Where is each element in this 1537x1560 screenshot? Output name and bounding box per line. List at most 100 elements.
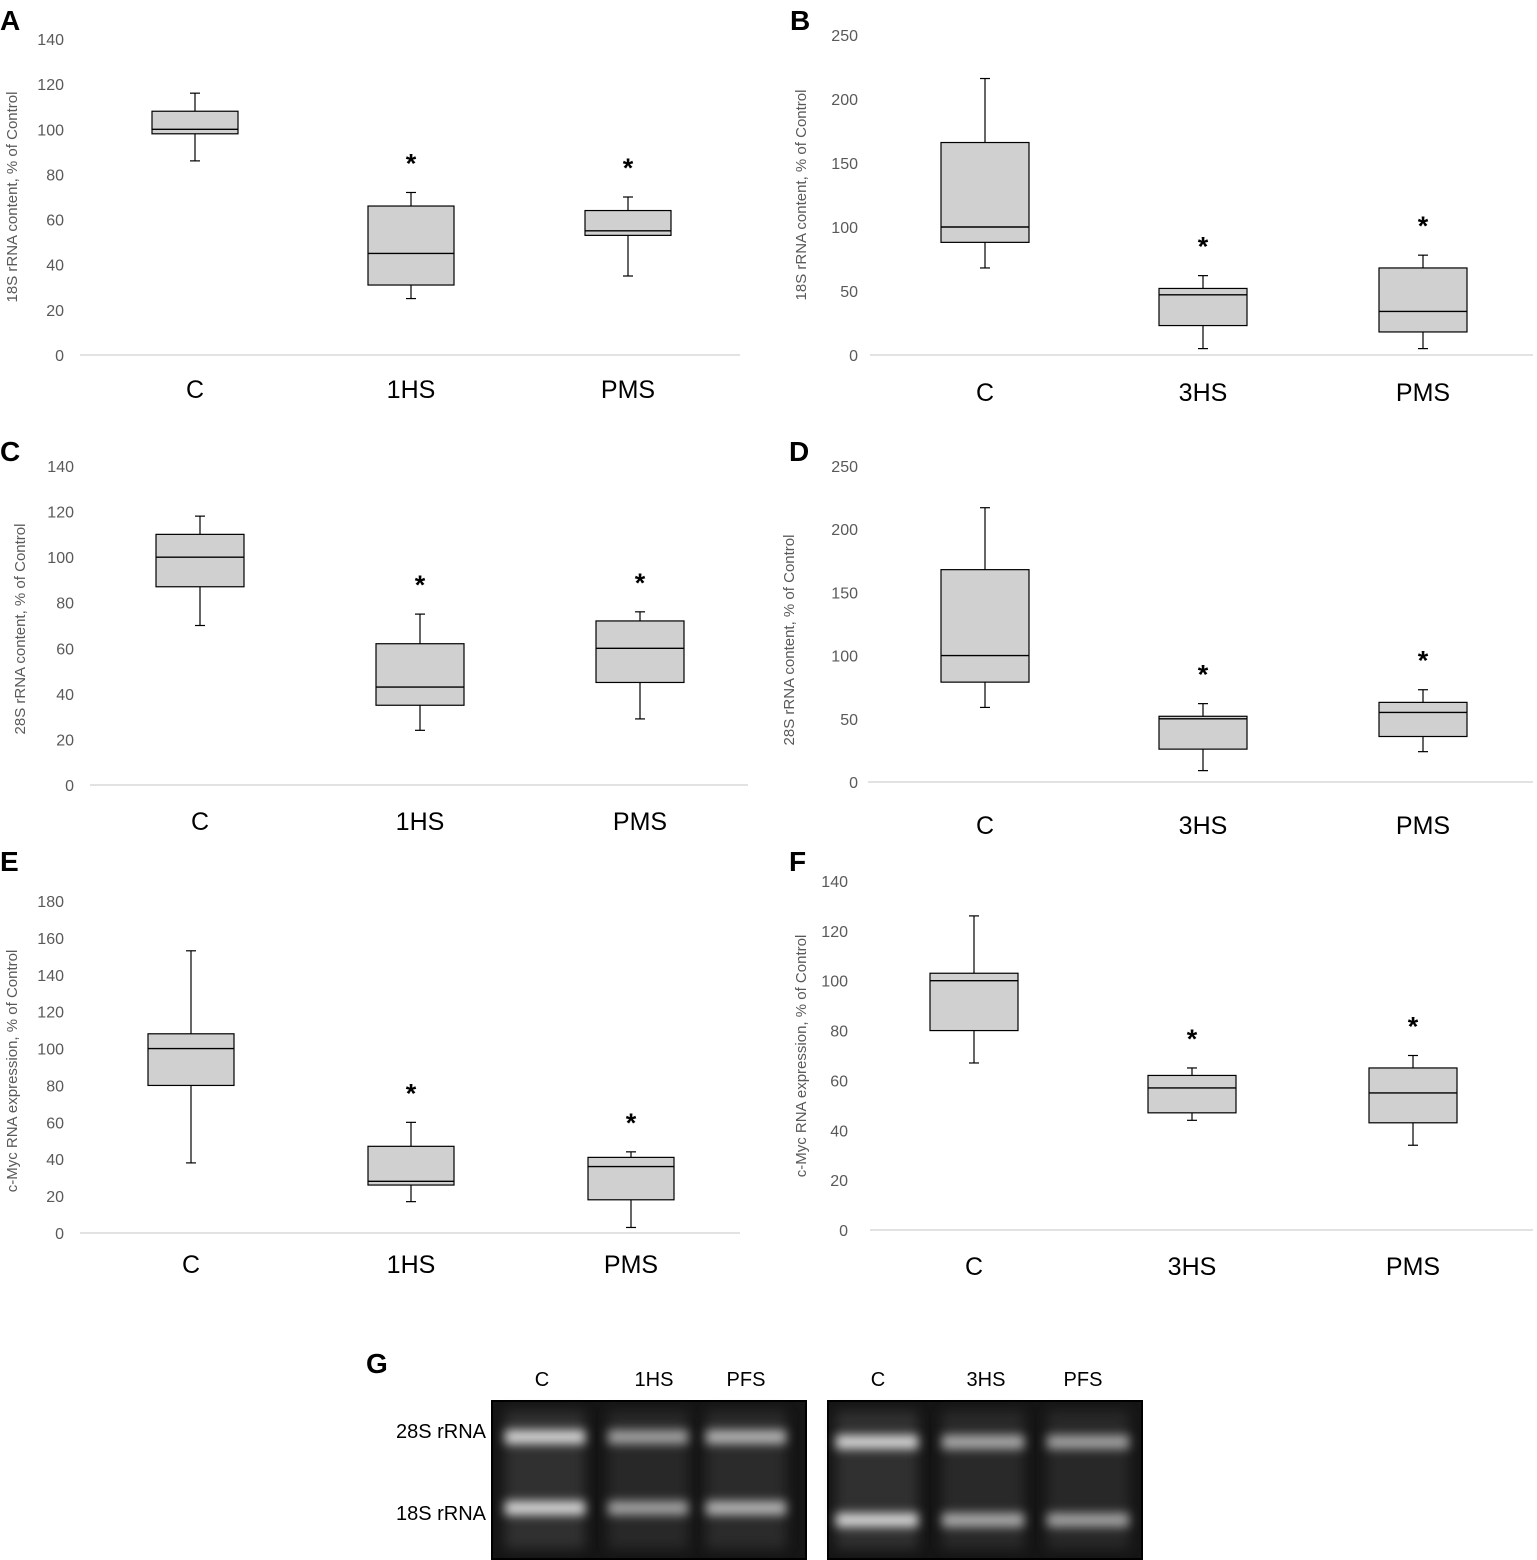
box-1 <box>929 915 1019 1064</box>
y-axis-label: 18S rRNA content, % of Control <box>4 92 21 303</box>
category-label: C <box>976 379 994 407</box>
y-tick-label: 50 <box>840 284 858 301</box>
significance-star: * <box>406 148 417 178</box>
y-tick-label: 40 <box>56 687 74 704</box>
y-tick-label: 120 <box>37 1005 64 1022</box>
y-tick-label: 140 <box>821 874 848 891</box>
gel-band-18s <box>706 1501 786 1515</box>
category-label: PMS <box>1396 379 1450 407</box>
y-tick-label: 100 <box>47 550 74 567</box>
panel-f: F 0 20 40 60 80 100 120 140 c-Myc RNA expression,… <box>789 846 1533 1281</box>
panel-b: B 0 50 100 150 200 250 18S rRNA content, % of C… <box>790 5 1533 407</box>
box-iqr <box>155 533 245 588</box>
category-label: PMS <box>604 1251 658 1279</box>
y-tick-label: 20 <box>56 732 74 749</box>
y-axis-label: 18S rRNA content, % of Control <box>793 90 810 301</box>
gel-band-label-18s: 18S rRNA <box>396 1503 487 1525</box>
box-3: * <box>587 1108 675 1229</box>
gel-lane-label-left-2: 1HS <box>635 1369 674 1391</box>
box-iqr <box>1158 287 1248 327</box>
gel-image-2 <box>827 1400 1143 1560</box>
y-tick-label: 100 <box>37 122 64 139</box>
y-axis-label: 28S rRNA content, % of Control <box>12 524 29 735</box>
category-label: PMS <box>613 808 667 836</box>
significance-star: * <box>1198 232 1209 262</box>
charts-layer: A 0 20 40 60 80 100 120 140 18S rRNA content, % o… <box>0 5 1533 1281</box>
y-tick-label: 80 <box>46 167 64 184</box>
y-tick-label: 60 <box>56 641 74 658</box>
box-iqr <box>929 972 1019 1032</box>
y-tick-label: 140 <box>37 32 64 49</box>
y-tick-label: 180 <box>37 894 64 911</box>
gel-band-18s <box>942 1513 1024 1527</box>
category-label: 1HS <box>387 376 436 404</box>
y-axis-label: c-Myc RNA expression, % of Control <box>793 935 810 1178</box>
gel-image-1 <box>491 1400 807 1560</box>
box-2: * <box>1158 232 1248 350</box>
y-tick-label: 0 <box>849 775 858 792</box>
box-iqr <box>147 1033 235 1087</box>
y-tick-label: 100 <box>831 220 858 237</box>
gel-band-28s <box>1047 1435 1129 1449</box>
panel-letter-d: D <box>789 436 809 467</box>
y-tick-label: 20 <box>46 1189 64 1206</box>
category-label: C <box>191 808 209 836</box>
box-iqr <box>1378 267 1468 333</box>
box-iqr <box>587 1156 675 1201</box>
gel-band-28s <box>836 1435 918 1449</box>
y-tick-label: 150 <box>831 156 858 173</box>
box-2: * <box>367 148 455 300</box>
y-tick-label: 250 <box>831 28 858 45</box>
box-1 <box>940 507 1030 709</box>
box-2: * <box>1158 660 1248 772</box>
y-tick-label: 80 <box>46 1078 64 1095</box>
box-2: * <box>375 570 465 731</box>
box-3: * <box>1378 211 1468 350</box>
y-tick-label: 80 <box>56 596 74 613</box>
gel-band-label-28s: 28S rRNA <box>396 1421 487 1443</box>
category-label: PMS <box>1386 1253 1440 1281</box>
y-tick-label: 0 <box>55 1226 64 1243</box>
gel-band-18s <box>505 1501 585 1515</box>
significance-star: * <box>1187 1024 1198 1054</box>
y-tick-label: 100 <box>831 649 858 666</box>
panel-c: C 0 20 40 60 80 100 120 140 28S rRNA content, % o… <box>0 436 748 836</box>
significance-star: * <box>1198 660 1209 690</box>
significance-star: * <box>1408 1012 1419 1042</box>
box-3: * <box>1378 646 1468 753</box>
y-tick-label: 40 <box>46 1152 64 1169</box>
y-tick-label: 140 <box>37 968 64 985</box>
y-tick-label: 200 <box>831 92 858 109</box>
box-1 <box>151 92 239 162</box>
category-label: 3HS <box>1179 812 1228 840</box>
y-tick-label: 0 <box>65 778 74 795</box>
y-tick-label: 0 <box>55 348 64 365</box>
gel-band-28s <box>942 1435 1024 1449</box>
box-1 <box>155 515 245 627</box>
y-tick-label: 250 <box>831 459 858 476</box>
y-tick-label: 40 <box>46 258 64 275</box>
y-tick-label: 100 <box>821 974 848 991</box>
significance-star: * <box>415 570 426 600</box>
category-label: 3HS <box>1179 379 1228 407</box>
box-iqr <box>1368 1067 1458 1124</box>
y-tick-label: 160 <box>37 931 64 948</box>
y-tick-label: 60 <box>46 213 64 230</box>
box-iqr <box>151 110 239 135</box>
gel-lane-label-left-3: PFS <box>727 1369 766 1391</box>
gel-panel: G C 1HS PFS C 3HS PFS 28S rRNA 18S rRNA <box>366 1348 1143 1560</box>
box-3: * <box>584 153 672 277</box>
gel-band-18s <box>836 1513 918 1527</box>
y-tick-label: 80 <box>830 1024 848 1041</box>
y-axis-label: c-Myc RNA expression, % of Control <box>4 950 21 1193</box>
box-iqr <box>1158 715 1248 750</box>
box-iqr <box>1147 1074 1237 1114</box>
gel-band-18s <box>608 1501 688 1515</box>
y-tick-label: 200 <box>831 522 858 539</box>
category-label: 3HS <box>1168 1253 1217 1281</box>
significance-star: * <box>635 568 646 598</box>
category-label: C <box>965 1253 983 1281</box>
box-iqr <box>367 205 455 286</box>
y-tick-label: 60 <box>46 1115 64 1132</box>
y-tick-label: 100 <box>37 1042 64 1059</box>
